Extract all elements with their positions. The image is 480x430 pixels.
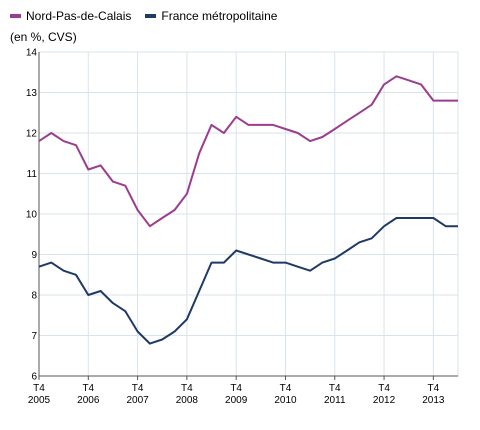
y-tick-label: 7: [31, 331, 37, 342]
y-axis-unit-label: (en %, CVS): [10, 30, 77, 44]
x-tick-label-year: 2009: [225, 395, 248, 406]
x-tick-label-quarter: T4: [181, 383, 193, 394]
y-tick-label: 9: [31, 250, 37, 261]
y-tick-label: 10: [26, 210, 38, 221]
x-tick-label-year: 2012: [373, 395, 396, 406]
x-tick-label-year: 2010: [274, 395, 297, 406]
y-tick-label: 8: [31, 291, 37, 302]
legend-label: Nord-Pas-de-Calais: [26, 9, 132, 23]
x-tick-label-year: 2006: [77, 395, 100, 406]
legend-swatch: [145, 14, 157, 18]
legend-label: France métropolitaine: [161, 9, 278, 23]
legend-item-france-metropolitaine: France métropolitaine: [145, 9, 277, 23]
x-tick-label-year: 2011: [324, 395, 346, 406]
series-line-nord-pas-de-calais: [38, 75, 458, 228]
x-tick-label-quarter: T4: [329, 383, 341, 394]
legend: Nord-Pas-de-Calais France métropolitaine: [10, 9, 277, 23]
x-tick-label-quarter: T4: [378, 383, 390, 394]
x-tick-label-quarter: T4: [132, 383, 144, 394]
legend-swatch: [10, 14, 21, 18]
legend-item-nord-pas-de-calais: Nord-Pas-de-Calais: [10, 9, 131, 23]
y-tick-label: 6: [31, 372, 37, 383]
x-tick-label-year: 2008: [176, 395, 199, 406]
series-line-france-metropolitaine: [38, 217, 458, 345]
x-tick-label-quarter: T4: [33, 383, 45, 394]
x-tick-label-year: 2013: [422, 395, 445, 406]
x-tick-label-quarter: T4: [82, 383, 94, 394]
x-tick-label-year: 2007: [126, 395, 149, 406]
y-tick-label: 12: [26, 129, 38, 140]
y-tick-label: 11: [27, 169, 38, 180]
x-tick-label-quarter: T4: [280, 383, 292, 394]
y-tick-label: 14: [26, 48, 38, 59]
x-tick-label-quarter: T4: [230, 383, 242, 394]
x-tick-label-quarter: T4: [428, 383, 440, 394]
y-tick-label: 13: [26, 88, 38, 99]
x-tick-label-year: 2005: [28, 395, 51, 406]
